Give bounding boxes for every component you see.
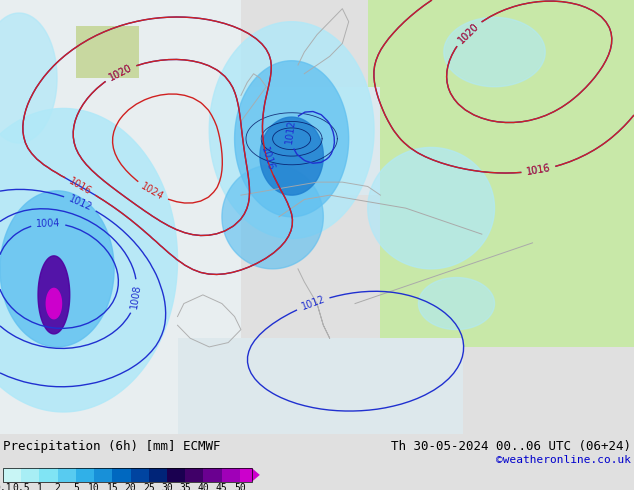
Text: Th 30-05-2024 00..06 UTC (06+24): Th 30-05-2024 00..06 UTC (06+24) xyxy=(391,440,631,453)
Polygon shape xyxy=(38,256,70,334)
Bar xyxy=(39,468,58,482)
Text: 1012: 1012 xyxy=(67,194,94,213)
Text: 45: 45 xyxy=(216,483,228,490)
Bar xyxy=(3,468,252,482)
Bar xyxy=(241,87,380,195)
Text: 1016: 1016 xyxy=(526,163,552,177)
Polygon shape xyxy=(235,61,349,217)
FancyBboxPatch shape xyxy=(380,173,634,347)
Bar xyxy=(0,0,241,434)
Text: 1012: 1012 xyxy=(284,119,297,145)
Text: 20: 20 xyxy=(125,483,136,490)
Polygon shape xyxy=(418,277,495,330)
Text: 2: 2 xyxy=(55,483,61,490)
Bar xyxy=(149,468,167,482)
Polygon shape xyxy=(46,289,61,318)
Bar xyxy=(94,468,113,482)
Text: 1012: 1012 xyxy=(300,294,327,312)
Polygon shape xyxy=(222,165,323,269)
Text: 35: 35 xyxy=(179,483,191,490)
Polygon shape xyxy=(0,108,178,412)
Text: 1020: 1020 xyxy=(456,21,481,45)
Text: 15: 15 xyxy=(107,483,118,490)
Polygon shape xyxy=(444,17,545,87)
Text: 1020: 1020 xyxy=(107,62,134,82)
Bar xyxy=(178,338,463,434)
Text: 1020: 1020 xyxy=(456,21,481,45)
Text: 0.1: 0.1 xyxy=(0,483,12,490)
Text: 10: 10 xyxy=(88,483,100,490)
FancyBboxPatch shape xyxy=(76,26,139,78)
Text: 30: 30 xyxy=(161,483,173,490)
Bar xyxy=(3,468,22,482)
Text: 0.5: 0.5 xyxy=(13,483,30,490)
Text: 1: 1 xyxy=(37,483,42,490)
Bar xyxy=(204,468,222,482)
Text: 25: 25 xyxy=(143,483,155,490)
Polygon shape xyxy=(209,22,374,239)
Text: 50: 50 xyxy=(234,483,245,490)
Polygon shape xyxy=(368,147,495,269)
FancyBboxPatch shape xyxy=(368,0,634,195)
Text: 1008: 1008 xyxy=(129,284,143,309)
Bar xyxy=(221,468,240,482)
Text: 1016: 1016 xyxy=(67,176,93,197)
Polygon shape xyxy=(260,117,323,195)
FancyArrow shape xyxy=(252,468,260,482)
Bar xyxy=(58,468,76,482)
Bar xyxy=(131,468,149,482)
Polygon shape xyxy=(0,13,57,143)
Text: 1004: 1004 xyxy=(36,218,61,229)
Bar xyxy=(76,468,94,482)
Bar xyxy=(21,468,40,482)
Text: 1024: 1024 xyxy=(139,181,165,202)
Text: 1016: 1016 xyxy=(526,163,552,177)
Text: 1020: 1020 xyxy=(107,62,134,82)
Bar xyxy=(112,468,131,482)
Text: Precipitation (6h) [mm] ECMWF: Precipitation (6h) [mm] ECMWF xyxy=(3,440,221,453)
Text: 1016: 1016 xyxy=(259,146,276,172)
Text: ©weatheronline.co.uk: ©weatheronline.co.uk xyxy=(496,455,631,465)
Bar xyxy=(240,468,252,482)
Bar xyxy=(167,468,186,482)
Polygon shape xyxy=(0,191,114,347)
Text: 5: 5 xyxy=(73,483,79,490)
Text: 40: 40 xyxy=(197,483,209,490)
Bar xyxy=(185,468,204,482)
